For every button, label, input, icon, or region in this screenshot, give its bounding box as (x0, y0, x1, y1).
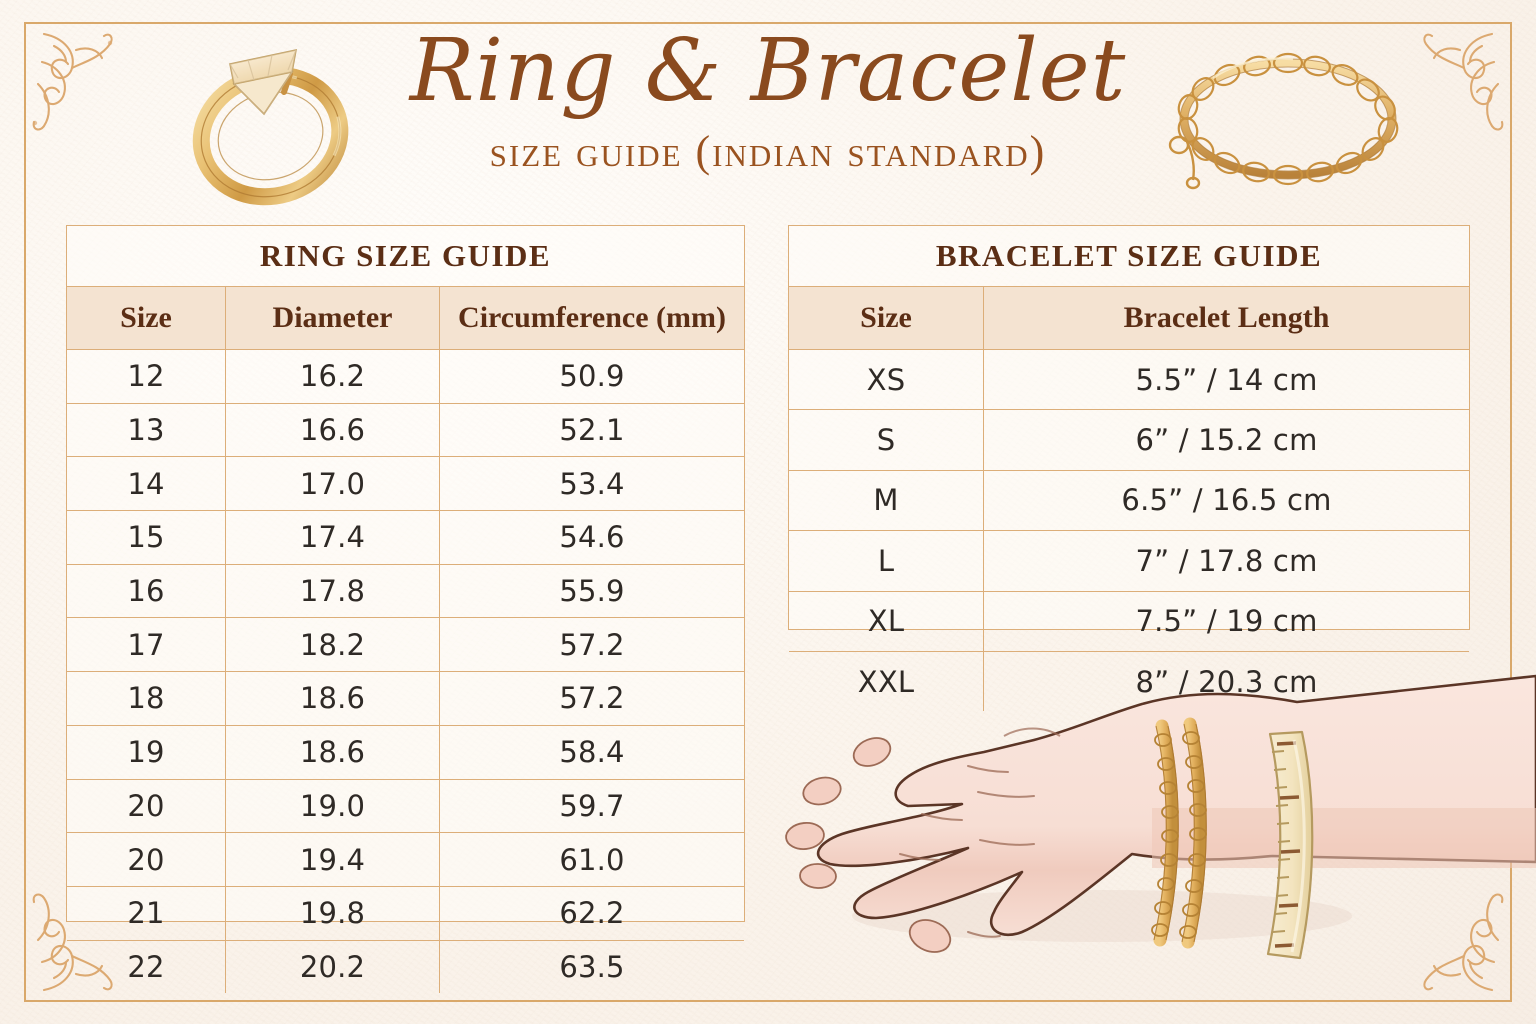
ring_table-cell: 50.9 (439, 349, 744, 404)
bracelet_table-cell: XXL (789, 651, 984, 712)
ring_table-cell: 20.2 (225, 940, 440, 994)
table-row: S 6” / 15.2 cm (789, 409, 1469, 471)
table-row: 20 19.0 59.7 (67, 779, 744, 834)
bracelet_table-cell: 6” / 15.2 cm (983, 409, 1469, 471)
ring_table-cell: 17 (67, 617, 226, 673)
ring_table-cell: 52.1 (439, 403, 744, 458)
ring-col-diameter: Diameter (225, 287, 440, 350)
table-row: XXL 8” / 20.3 cm (789, 651, 1469, 712)
bracelet-col-size: Size (789, 287, 984, 350)
ring_table-cell: 20 (67, 779, 226, 834)
ring_table-cell: 57.2 (439, 671, 744, 726)
ring-size-table: RING SIZE GUIDE Size Diameter Circumfere… (66, 225, 745, 994)
table-row: L 7” / 17.8 cm (789, 530, 1469, 592)
ring_table-cell: 57.2 (439, 617, 744, 673)
bracelet-col-length: Bracelet Length (983, 287, 1469, 350)
ring-size-grid: Size Diameter Circumference (mm) 12 16.2 5… (67, 287, 744, 994)
diamond-ring-icon (168, 14, 373, 214)
table-row: 12 16.2 50.9 (67, 349, 744, 404)
ring_table-cell: 20 (67, 832, 226, 887)
bracelet_table-cell: XL (789, 591, 984, 652)
chain-bracelet-icon (1163, 42, 1413, 197)
bracelet_table-cell: 7” / 17.8 cm (983, 530, 1469, 592)
bracelet-size-table: BRACELET SIZE GUIDE Size Bracelet Length… (788, 225, 1470, 712)
table-row: M 6.5” / 16.5 cm (789, 470, 1469, 532)
bracelet-size-grid: Size Bracelet Length XS 5.5” / 14 cm S 6” /… (789, 287, 1469, 712)
table-row: 20 19.4 61.0 (67, 832, 744, 887)
ring_table-cell: 54.6 (439, 510, 744, 565)
ring_table-cell: 14 (67, 456, 226, 512)
ring_table-cell: 16.2 (225, 349, 440, 404)
ring-table-caption: RING SIZE GUIDE (67, 226, 744, 287)
ring_table-cell: 59.7 (439, 779, 744, 834)
bracelet_table-cell: 5.5” / 14 cm (983, 349, 1469, 411)
table-row: 21 19.8 62.2 (67, 886, 744, 941)
ring_table-cell: 19.4 (225, 832, 440, 887)
bracelet-table-caption: BRACELET SIZE GUIDE (789, 226, 1469, 287)
ring_table-cell: 17.4 (225, 510, 440, 565)
ring_table-cell: 12 (67, 349, 226, 404)
table-row: 15 17.4 54.6 (67, 510, 744, 565)
ring_table-cell: 18.2 (225, 617, 440, 673)
bracelet_table-cell: 7.5” / 19 cm (983, 591, 1469, 652)
table-row: 19 18.6 58.4 (67, 725, 744, 780)
ring_table-cell: 17.8 (225, 564, 440, 619)
table-row: XL 7.5” / 19 cm (789, 591, 1469, 652)
bracelet_table-cell: XS (789, 349, 984, 411)
ring_table-cell: 19 (67, 725, 226, 780)
ring_table-cell: 17.0 (225, 456, 440, 512)
ring_table-cell: 16.6 (225, 403, 440, 458)
clasp (1168, 135, 1201, 190)
bracelet_table-cell: L (789, 530, 984, 592)
table-row: 18 18.6 57.2 (67, 671, 744, 726)
poster-header: Ring & Bracelet SIZE GUIDE (INDIAN STAND… (0, 28, 1536, 177)
ring_table-cell: 22 (67, 940, 226, 994)
bracelet-table-header-row: Size Bracelet Length (789, 287, 1469, 350)
ring_table-cell: 13 (67, 403, 226, 458)
table-row: 14 17.0 53.4 (67, 456, 744, 512)
table-row: 16 17.8 55.9 (67, 564, 744, 619)
ring-col-size: Size (67, 287, 226, 350)
ring_table-cell: 18 (67, 671, 226, 726)
bracelet_table-cell: S (789, 409, 984, 471)
bracelet_table-cell: 6.5” / 16.5 cm (983, 470, 1469, 532)
ring_table-cell: 21 (67, 886, 226, 941)
ring_table-cell: 55.9 (439, 564, 744, 619)
ring_table-cell: 18.6 (225, 725, 440, 780)
ring_table-cell: 61.0 (439, 832, 744, 887)
ring_table-cell: 16 (67, 564, 226, 619)
bracelet_table-cell: 8” / 20.3 cm (983, 651, 1469, 712)
table-row: 22 20.2 63.5 (67, 940, 744, 994)
page-title: Ring & Bracelet (409, 21, 1127, 121)
ring_table-cell: 63.5 (439, 940, 744, 994)
ring_table-cell: 58.4 (439, 725, 744, 780)
ring_table-cell: 53.4 (439, 456, 744, 512)
ring_table-cell: 15 (67, 510, 226, 565)
measuring-tape (1266, 730, 1314, 960)
ring_table-cell: 62.2 (439, 886, 744, 941)
wrist-chain-bracelets (1151, 717, 1207, 949)
ring-col-circumference: Circumference (mm) (439, 287, 744, 350)
ring_table-cell: 19.0 (225, 779, 440, 834)
ring_table-cell: 18.6 (225, 671, 440, 726)
page-subtitle: SIZE GUIDE (INDIAN STANDARD) (489, 127, 1047, 176)
bracelet_table-cell: M (789, 470, 984, 532)
table-row: 13 16.6 52.1 (67, 403, 744, 458)
table-row: 17 18.2 57.2 (67, 617, 744, 673)
table-row: XS 5.5” / 14 cm (789, 349, 1469, 411)
ring_table-cell: 19.8 (225, 886, 440, 941)
ring-table-header-row: Size Diameter Circumference (mm) (67, 287, 744, 350)
hand-with-bracelets-and-measuring-tape-illustration (772, 648, 1536, 993)
